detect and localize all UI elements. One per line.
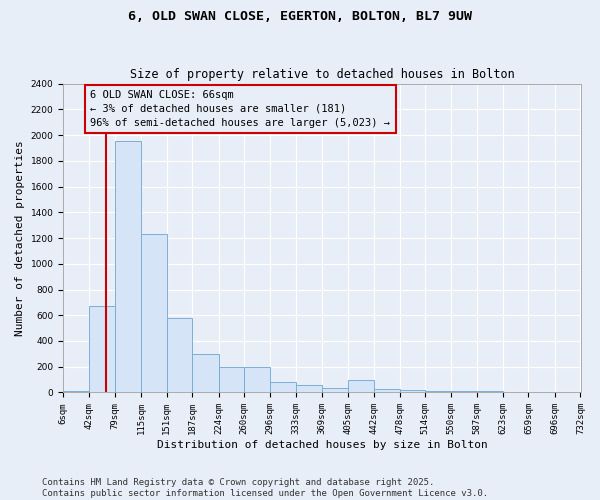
Y-axis label: Number of detached properties: Number of detached properties bbox=[15, 140, 25, 336]
Text: Contains HM Land Registry data © Crown copyright and database right 2025.
Contai: Contains HM Land Registry data © Crown c… bbox=[42, 478, 488, 498]
Title: Size of property relative to detached houses in Bolton: Size of property relative to detached ho… bbox=[130, 68, 514, 81]
Text: 6 OLD SWAN CLOSE: 66sqm
← 3% of detached houses are smaller (181)
96% of semi-de: 6 OLD SWAN CLOSE: 66sqm ← 3% of detached… bbox=[91, 90, 391, 128]
Bar bbox=[400, 390, 425, 392]
Bar bbox=[115, 142, 141, 392]
Bar bbox=[141, 234, 167, 392]
Text: 6, OLD SWAN CLOSE, EGERTON, BOLTON, BL7 9UW: 6, OLD SWAN CLOSE, EGERTON, BOLTON, BL7 … bbox=[128, 10, 472, 23]
Bar bbox=[244, 366, 270, 392]
Bar bbox=[167, 318, 192, 392]
Bar bbox=[192, 354, 218, 393]
Bar bbox=[374, 388, 400, 392]
Bar bbox=[218, 366, 244, 392]
Bar bbox=[296, 386, 322, 392]
Bar bbox=[451, 390, 477, 392]
Bar bbox=[347, 380, 374, 392]
Bar bbox=[425, 390, 451, 392]
Bar bbox=[63, 391, 89, 392]
X-axis label: Distribution of detached houses by size in Bolton: Distribution of detached houses by size … bbox=[157, 440, 487, 450]
Bar bbox=[322, 388, 347, 392]
Bar bbox=[89, 306, 115, 392]
Bar bbox=[270, 382, 296, 392]
